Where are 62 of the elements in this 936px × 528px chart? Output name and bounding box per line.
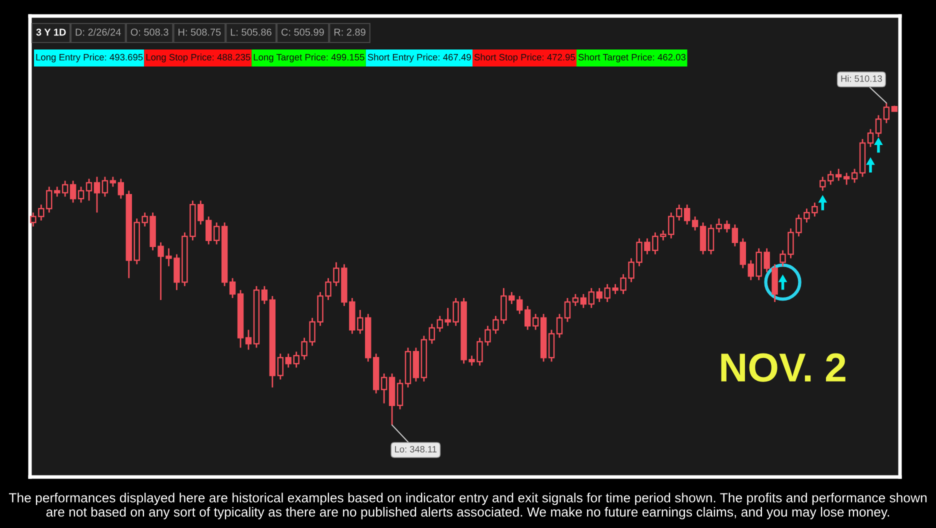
candlestick — [556, 313, 563, 338]
candlestick — [524, 305, 531, 331]
text: D: 2/26/24 — [76, 28, 121, 36]
candlestick — [428, 323, 436, 344]
text: H: 508.75 — [178, 28, 221, 36]
candlestick — [70, 180, 76, 204]
candlestick — [548, 329, 555, 362]
candlestick — [692, 216, 698, 232]
text: Lo: 348.11 — [395, 446, 437, 452]
candlestick — [78, 186, 84, 204]
candlestick — [206, 216, 212, 246]
candlestick — [676, 204, 682, 222]
text: Long Entry Price: 493.695 — [36, 54, 143, 62]
text: Short Stop Price: 472.95 — [474, 54, 575, 62]
candlestick — [684, 204, 690, 226]
candlestick — [532, 313, 539, 331]
candlestick — [836, 168, 842, 182]
annotation: NOV. 2 — [721, 353, 846, 382]
text: L: 505.86 — [230, 28, 272, 36]
candlestick — [883, 102, 890, 124]
candlestick — [86, 178, 92, 202]
candlestick — [245, 329, 252, 350]
candlestick — [580, 293, 587, 309]
candlestick — [700, 222, 706, 255]
candlestick — [716, 218, 722, 234]
text: Long Stop Price: 488.235 — [146, 54, 250, 62]
candlestick — [54, 186, 60, 198]
candlestick — [867, 128, 874, 148]
chart-title: 3 Y 1D — [36, 28, 66, 36]
candlestick — [396, 378, 404, 410]
text: Hi: 510.13 — [841, 75, 882, 82]
candlestick — [828, 170, 834, 186]
text: C: 505.99 — [282, 28, 324, 36]
text: Long Target Price: 499.155 — [254, 54, 364, 62]
candlestick — [708, 224, 714, 255]
text: The performances displayed here are historical examples based on indicator entry and exit signals for time period shown. The profits and performance shown are not based on any sort of typicality as there are no published alerts associated. We make no future earnings claims, and you may lose money. — [8, 492, 927, 520]
candlestick — [118, 178, 124, 200]
candlestick — [436, 315, 443, 333]
candlestick — [94, 176, 100, 214]
text: Short Target Price: 462.03 — [578, 54, 686, 62]
candlestick — [851, 168, 858, 184]
candlestick — [380, 372, 388, 404]
candlestick — [740, 238, 746, 269]
candlestick — [62, 180, 68, 198]
candlestick — [277, 352, 284, 380]
candlestick — [588, 287, 594, 309]
candlestick — [748, 260, 754, 281]
text: R: 2.89 — [334, 28, 366, 36]
text: Short Entry Price: 467.49 — [368, 54, 471, 62]
text: O: 508.3 — [130, 28, 168, 36]
candlestick — [110, 176, 116, 188]
candlestick — [732, 224, 738, 248]
candlestick — [102, 176, 108, 198]
candlestick — [261, 285, 268, 305]
candlestick — [229, 277, 236, 299]
candlestick — [516, 295, 523, 315]
candlestick — [564, 297, 571, 323]
candlestick — [214, 222, 220, 246]
candlestick — [843, 172, 850, 186]
candlestick — [820, 176, 826, 192]
candlestick — [724, 220, 730, 234]
candlestick — [572, 293, 579, 307]
